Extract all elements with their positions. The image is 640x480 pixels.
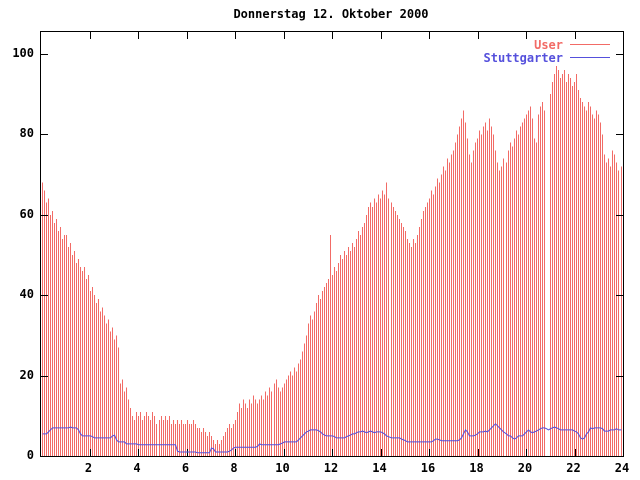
stuttgarter-series-line <box>42 423 622 454</box>
plot-area <box>40 31 624 457</box>
x-tick-label: 4 <box>133 461 141 475</box>
legend-line-sample-stuttgarter <box>570 57 610 58</box>
x-tick-label: 24 <box>614 461 630 475</box>
x-tick-label: 16 <box>420 461 436 475</box>
y-tick-label: 80 <box>19 126 34 141</box>
legend: User Stuttgarter <box>483 37 610 65</box>
plot-svg <box>41 32 623 456</box>
y-tick-label: 60 <box>19 206 34 221</box>
x-tick-label: 8 <box>230 461 238 475</box>
y-tick-label: 20 <box>19 367 34 382</box>
x-tick-label: 12 <box>323 461 339 475</box>
user-series-impulses <box>42 66 622 456</box>
y-tick-label: 40 <box>19 287 34 302</box>
x-tick-label: 2 <box>84 461 93 475</box>
legend-label-user: User <box>534 37 563 52</box>
x-tick-label: 22 <box>566 461 581 475</box>
x-tick-label: 18 <box>469 461 484 475</box>
x-tick-label: 14 <box>372 461 387 475</box>
legend-line-sample-user <box>570 44 610 45</box>
chart-title: Donnerstag 12. Oktober 2000 <box>233 7 429 21</box>
legend-row-user: User <box>484 37 610 52</box>
legend-label-stuttgarter: Stuttgarter <box>483 50 563 65</box>
y-tick-label: 0 <box>26 448 34 462</box>
x-tick-label: 20 <box>517 461 533 475</box>
x-tick-label: 6 <box>181 461 190 475</box>
legend-row-stuttgarter: Stuttgarter <box>483 50 610 65</box>
x-tick-label: 10 <box>275 461 290 475</box>
y-tick-label: 100 <box>12 46 34 60</box>
axis-ticks <box>41 32 623 456</box>
